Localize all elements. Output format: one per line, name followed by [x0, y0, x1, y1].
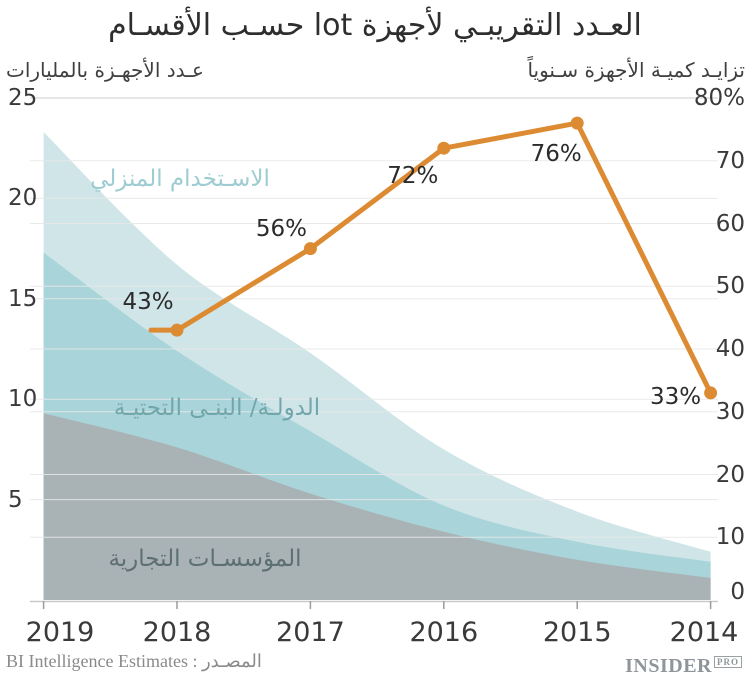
- data-point-dot: [170, 323, 184, 337]
- right-axis-tick-label: 40: [715, 336, 745, 362]
- right-axis-tick-label: 60: [715, 210, 745, 237]
- data-point-label: 76%: [530, 141, 582, 168]
- area-label-commercial-enterprises: المؤسسـات التجارية: [108, 546, 302, 572]
- data-point-dot: [570, 116, 584, 130]
- source-note: BI Intelligence Estimates : المصـدر: [6, 651, 262, 671]
- right-axis-tick-label: 50: [715, 273, 745, 300]
- left-axis-tick-label: 5: [8, 486, 23, 513]
- data-point-label: 72%: [387, 163, 439, 190]
- data-point-label: 43%: [122, 289, 174, 316]
- area-commercial-enterprises: [43, 413, 711, 600]
- left-axis-title: عـدد الأجهـزة بالمليارات: [6, 58, 204, 82]
- x-axis-year-label: 2014: [669, 617, 739, 648]
- data-point-label: 56%: [255, 215, 307, 242]
- right-axis-tick-label: 80%: [693, 85, 745, 111]
- right-axis-tick-label: 30: [715, 398, 745, 425]
- chart-title: العـدد التقريبـي لأجهزة lot حسـب الأقسـا…: [108, 8, 642, 43]
- left-axis-tick-label: 25: [8, 85, 38, 111]
- area-label-home-use: الاسـتخدام المنزلي: [90, 166, 270, 192]
- data-point-dot: [437, 141, 451, 155]
- right-axis-tick-label: 20: [715, 461, 745, 488]
- left-axis-tick-label: 10: [8, 386, 38, 413]
- data-point-dot: [704, 386, 718, 400]
- left-axis-tick-label: 20: [8, 185, 38, 212]
- x-axis-year-label: 2017: [276, 617, 345, 648]
- logo-pro-badge: PRO: [714, 656, 742, 668]
- right-axis-tick-label: 10: [715, 524, 745, 551]
- area-label-state-infrastructure: الدولـة/ البنـى التحتيـة: [113, 395, 321, 421]
- right-axis-tick-label: 0: [730, 579, 745, 605]
- logo-main-text: INSIDER: [625, 655, 712, 677]
- data-point-dot: [303, 242, 317, 256]
- x-axis-year-label: 2016: [409, 617, 479, 648]
- x-axis-year-label: 2015: [542, 617, 612, 648]
- left-axis-tick-label: 15: [8, 285, 38, 312]
- right-axis-title: تزايـد كميـة الأجهزة سـنوياً: [527, 58, 745, 82]
- x-axis-year-label: 2019: [25, 617, 95, 648]
- data-point-label: 33%: [650, 383, 702, 410]
- right-axis-tick-label: 70: [715, 147, 745, 174]
- insider-pro-logo: INSIDER PRO: [625, 655, 742, 678]
- x-axis-year-label: 2018: [142, 617, 212, 648]
